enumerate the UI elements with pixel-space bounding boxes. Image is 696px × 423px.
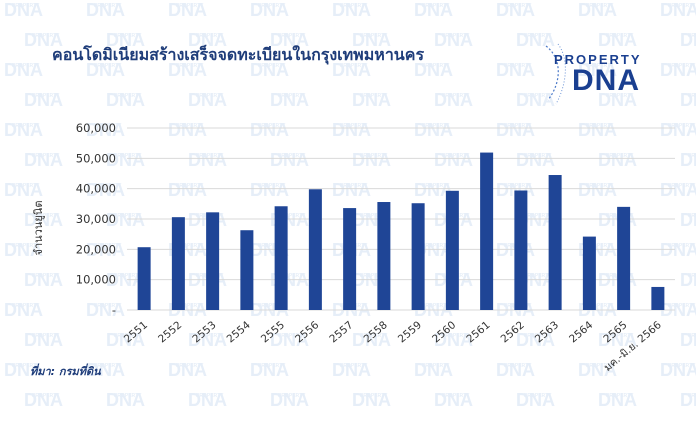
logo-text-top: PROPERTY [554, 52, 642, 67]
x-tick-label: 2553 [190, 319, 218, 345]
bar [171, 217, 185, 310]
bars [137, 152, 665, 310]
bar [514, 190, 528, 310]
y-tick-label: - [112, 303, 116, 317]
bar [137, 247, 151, 310]
x-tick-label: 2556 [293, 319, 321, 346]
chart-title: คอนโดมิเนียมสร้างเสร็จจดทะเบียนในกรุงเทพ… [52, 45, 425, 64]
bar [582, 236, 596, 310]
x-tick-label: 2554 [225, 319, 253, 346]
x-tick-label: 2560 [430, 319, 458, 345]
bar [445, 190, 459, 310]
bar [240, 230, 254, 310]
x-axis-ticks: 2551 2552 2553 2554 2555 2556 2557 2558 2559 2560… [122, 319, 664, 374]
bar [480, 152, 494, 310]
bar [548, 175, 562, 310]
bar [617, 206, 631, 310]
x-tick-label: 2565 [601, 319, 629, 345]
bar [308, 189, 322, 310]
x-tick-label: 2562 [499, 319, 527, 345]
x-tick-label: 2551 [122, 319, 150, 345]
y-tick-label: 60,000 [76, 121, 116, 135]
bar [343, 208, 357, 310]
y-tick-label: 30,000 [76, 212, 116, 226]
y-tick-label: 20,000 [76, 242, 116, 256]
bar [651, 286, 665, 310]
x-tick-label: 2555 [259, 319, 287, 345]
dna-helix-icon [545, 43, 566, 105]
y-tick-label: 40,000 [76, 182, 116, 196]
y-tick-label: 10,000 [76, 273, 116, 287]
x-tick-label: 2557 [327, 319, 355, 345]
bar [411, 203, 425, 310]
logo-text-main: DNA [572, 64, 640, 97]
source-note: ที่มา: กรมที่ดิน [30, 365, 101, 378]
y-tick-label: 50,000 [76, 151, 116, 165]
x-tick-label: 2558 [362, 319, 390, 345]
x-tick-label: 2563 [533, 319, 561, 345]
property-dna-logo: PROPERTY DNA [536, 42, 656, 106]
x-tick-label: 2552 [156, 319, 184, 345]
bar [377, 202, 391, 310]
bar [206, 212, 220, 310]
x-tick-label: 2561 [464, 319, 492, 345]
bar [274, 206, 288, 310]
x-tick-label: 2564 [567, 319, 595, 346]
x-tick-label: 2559 [396, 319, 424, 345]
y-axis-ticks: - 10,000 20,000 30,000 40,000 50,000 60,000 [76, 121, 116, 317]
